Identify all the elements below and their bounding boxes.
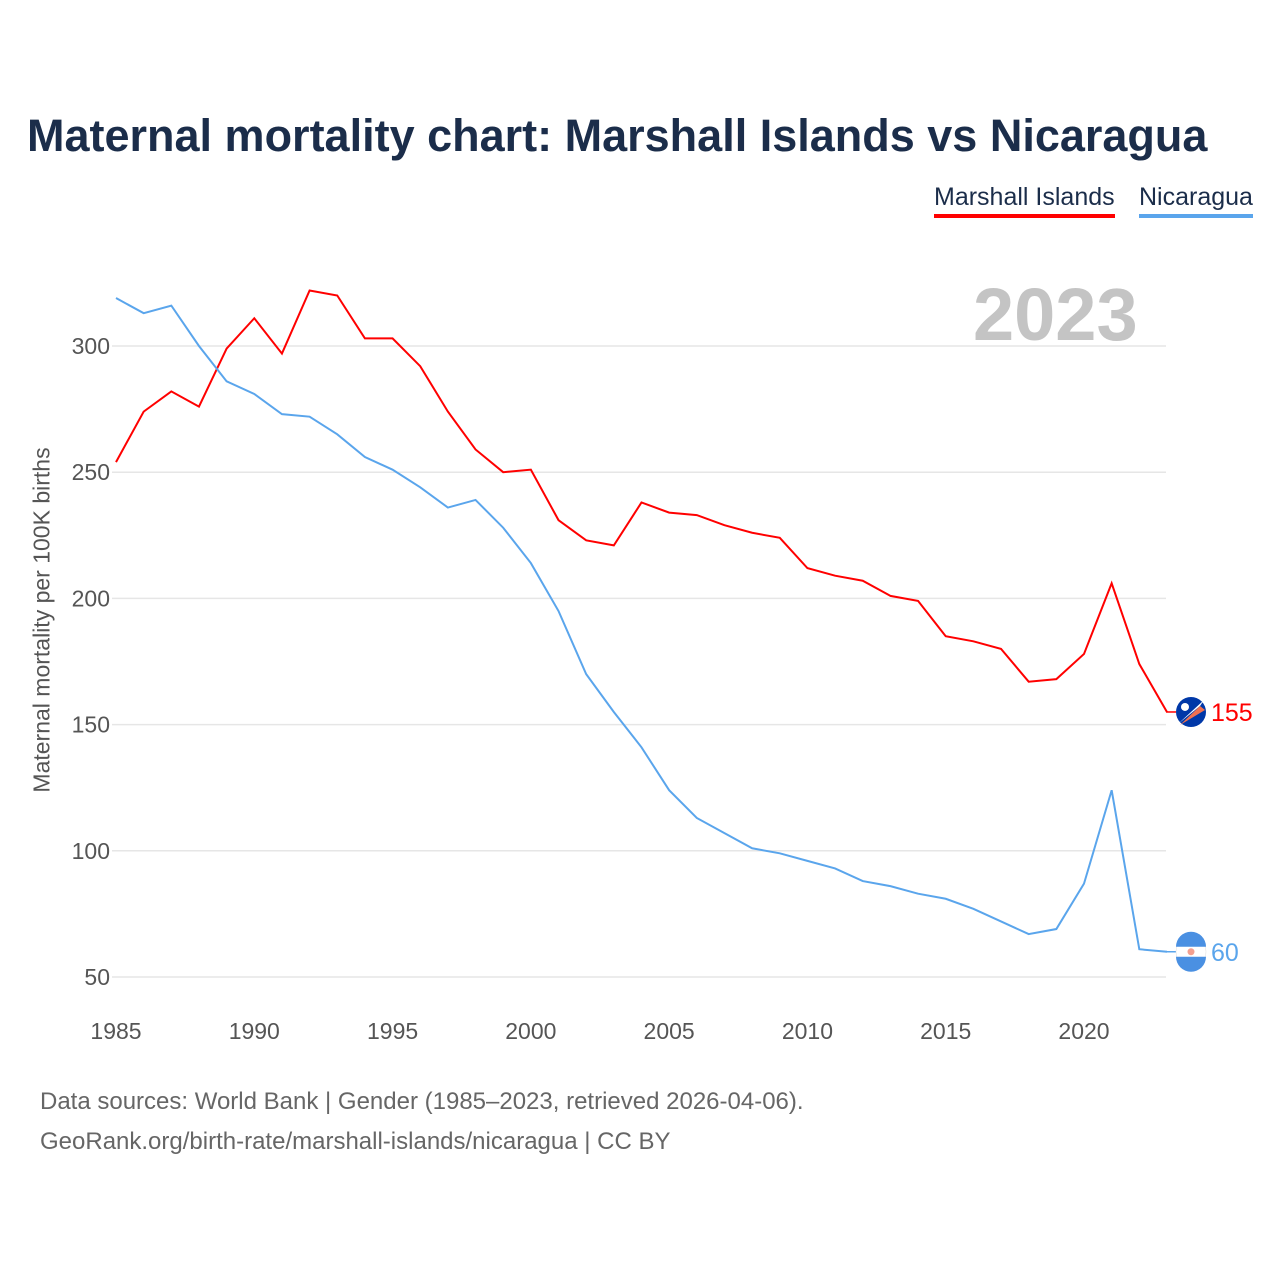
- y-tick-label: 300: [72, 333, 110, 359]
- flag-stripe: [1176, 931, 1206, 947]
- x-tick-label: 2010: [782, 1018, 833, 1044]
- end-value-label: 155: [1211, 699, 1253, 727]
- y-tick-label: 150: [72, 712, 110, 738]
- series-line-nicaragua: [115, 297, 1168, 953]
- legend-nicaragua[interactable]: Nicaragua: [1139, 183, 1253, 218]
- x-tick-label: 2000: [505, 1018, 556, 1044]
- chart-title: Maternal mortality chart: Marshall Islan…: [27, 110, 1208, 161]
- y-tick-label: 250: [72, 459, 110, 485]
- x-tick-label: 1985: [90, 1018, 141, 1044]
- footer-url[interactable]: GeoRank.org/birth-rate/marshall-islands/…: [40, 1128, 671, 1155]
- flag-stripe: [1178, 699, 1204, 724]
- x-tick-label: 1995: [367, 1018, 418, 1044]
- footer-sources: Data sources: World Bank | Gender (1985–…: [40, 1088, 804, 1115]
- end-value-label: 60: [1211, 939, 1239, 967]
- flag-star: [1181, 702, 1189, 711]
- series-line-marshall-islands: [115, 289, 1168, 713]
- legend-marshall-islands[interactable]: Marshall Islands: [934, 183, 1115, 218]
- y-tick-label: 50: [84, 964, 110, 990]
- year-label: 2023: [973, 273, 1138, 356]
- x-tick-label: 1990: [229, 1018, 280, 1044]
- flag-stripe: [1180, 705, 1205, 725]
- y-tick-label: 100: [72, 838, 110, 864]
- y-tick-label: 200: [72, 585, 110, 611]
- flag-emblem: [1187, 948, 1195, 956]
- x-tick-label: 2005: [644, 1018, 695, 1044]
- flag-stripe: [1176, 956, 1206, 972]
- x-tick-label: 2020: [1058, 1018, 1109, 1044]
- x-tick-label: 2015: [920, 1018, 971, 1044]
